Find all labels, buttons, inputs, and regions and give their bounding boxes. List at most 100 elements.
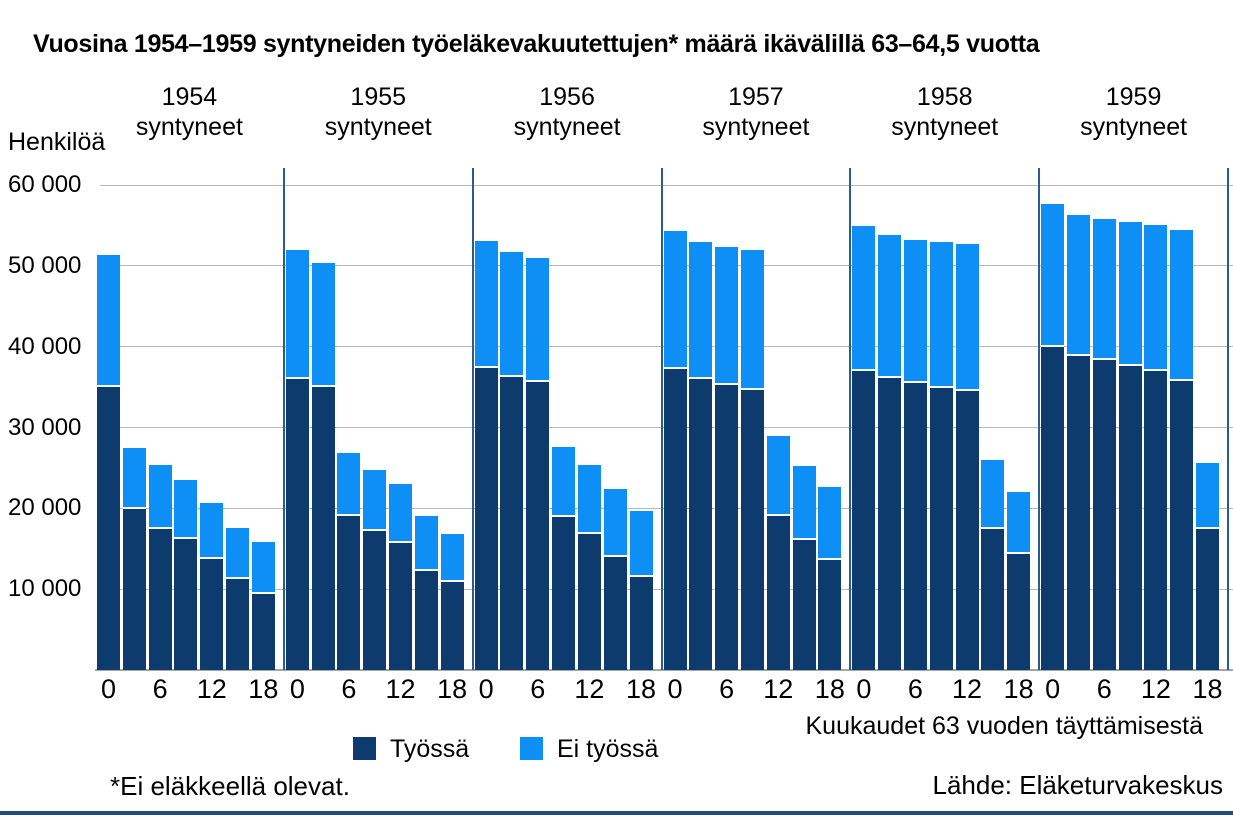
bar-segment-ei-tyossa — [552, 446, 576, 518]
bar-segment-ei-tyossa — [1144, 224, 1168, 371]
x-tick-label: 0 — [478, 674, 494, 704]
bar-segment-ei-tyossa — [929, 242, 953, 388]
bar-segment-tyossa — [122, 509, 146, 670]
bar-segment-ei-tyossa — [903, 239, 927, 384]
bar-segment-ei-tyossa — [818, 487, 842, 561]
bar-segment-ei-tyossa — [526, 257, 550, 383]
legend-swatch-tyossa — [353, 737, 376, 760]
bar-segment-ei-tyossa — [1092, 218, 1116, 361]
panel-header-1954: 1954 syntyneet — [95, 82, 284, 142]
bar-segment-tyossa — [1118, 366, 1142, 670]
bar-segment-tyossa — [148, 528, 172, 670]
x-tick-label: 0 — [100, 674, 117, 704]
bar-segment-tyossa — [474, 368, 498, 670]
x-tick-label: 18 — [814, 674, 845, 704]
x-tick-label: 6 — [907, 674, 923, 704]
bar-segment-ei-tyossa — [766, 435, 790, 516]
bar-segment-tyossa — [663, 369, 687, 670]
bar-segment-ei-tyossa — [97, 255, 120, 388]
bar-segment-ei-tyossa — [440, 534, 464, 582]
bar-segment-ei-tyossa — [689, 242, 713, 379]
bar-segment-tyossa — [1092, 360, 1116, 670]
bar-segment-tyossa — [878, 378, 902, 670]
x-tick-label: 6 — [341, 674, 357, 704]
bar-segment-ei-tyossa — [663, 231, 687, 370]
bar-segment-tyossa — [577, 534, 601, 670]
bar-segment-ei-tyossa — [174, 480, 198, 540]
x-tick-label: 0 — [1045, 674, 1061, 704]
bar-segment-tyossa — [337, 516, 361, 670]
x-tick-label: 18 — [1192, 674, 1223, 704]
panel-header-1955: 1955 syntyneet — [284, 82, 473, 142]
panel-separator — [282, 168, 285, 670]
bar-segment-tyossa — [1041, 347, 1065, 670]
gridline — [100, 184, 1233, 186]
legend-swatch-ei-tyossa — [520, 737, 543, 760]
bar-segment-tyossa — [981, 528, 1005, 670]
x-tick-label: 12 — [574, 674, 605, 704]
bar-segment-tyossa — [526, 382, 550, 670]
panel-separator — [849, 168, 852, 670]
y-tick-label: 10 000 — [8, 575, 82, 603]
bar-segment-ei-tyossa — [500, 252, 524, 377]
legend-label-ei-tyossa: Ei työssä — [557, 735, 659, 763]
bar-segment-tyossa — [251, 594, 275, 670]
x-tick-label: 12 — [1140, 674, 1171, 704]
bar-segment-tyossa — [1066, 355, 1090, 670]
panel-header-year: 1955 — [350, 83, 407, 111]
panel-header-1958: 1958 syntyneet — [850, 82, 1039, 142]
panel-header-1956: 1956 syntyneet — [473, 82, 662, 142]
panel-header-subtitle: syntyneet — [702, 113, 810, 141]
bar-segment-ei-tyossa — [603, 488, 627, 557]
bar-segment-tyossa — [740, 390, 764, 670]
panel-header-subtitle: syntyneet — [513, 113, 621, 141]
x-tick-label: 6 — [1096, 674, 1112, 704]
bottom-border-line — [0, 811, 1233, 815]
panel-header-year: 1954 — [161, 83, 218, 111]
bar-segment-tyossa — [414, 570, 438, 670]
panel-header-year: 1958 — [916, 83, 973, 111]
bar-segment-ei-tyossa — [955, 244, 979, 392]
panel-header-subtitle: syntyneet — [135, 113, 243, 141]
x-tick-label: 12 — [763, 674, 794, 704]
y-tick-label: 60 000 — [8, 171, 82, 198]
bar-segment-tyossa — [1196, 529, 1219, 670]
panel-header-1959: 1959 syntyneet — [1039, 82, 1228, 142]
bar-segment-tyossa — [629, 577, 653, 670]
panel-header-subtitle: syntyneet — [324, 113, 432, 141]
bar-segment-tyossa — [766, 515, 790, 670]
panel-header-1957: 1957 syntyneet — [662, 82, 851, 142]
source-credit: Lähde: Eläketurvakeskus — [932, 770, 1223, 800]
x-tick-label: 6 — [530, 674, 546, 704]
bar-segment-tyossa — [818, 560, 842, 670]
bar-segment-ei-tyossa — [1118, 222, 1142, 367]
y-tick-label: 20 000 — [8, 494, 82, 522]
bar-segment-ei-tyossa — [715, 247, 739, 386]
bar-segment-ei-tyossa — [414, 515, 438, 571]
x-tick-label: 12 — [952, 674, 983, 704]
bar-segment-ei-tyossa — [1007, 492, 1031, 555]
bar-segment-tyossa — [552, 517, 576, 670]
bar-segment-ei-tyossa — [122, 447, 146, 510]
bar-segment-tyossa — [1170, 380, 1194, 670]
bar-segment-tyossa — [955, 391, 979, 670]
bar-segment-tyossa — [500, 376, 524, 670]
panel-separator — [1038, 168, 1041, 670]
x-tick-label: 0 — [667, 674, 683, 704]
bar-segment-ei-tyossa — [1041, 204, 1065, 348]
x-tick-label: 12 — [385, 674, 416, 704]
bar-segment-tyossa — [389, 543, 413, 670]
x-axis-caption: Kuukaudet 63 vuoden täyttämisestä — [805, 712, 1204, 740]
bar-segment-ei-tyossa — [226, 527, 250, 579]
bar-segment-ei-tyossa — [740, 250, 764, 391]
panel-header-subtitle: syntyneet — [1080, 113, 1188, 141]
bar-segment-tyossa — [363, 530, 387, 670]
bar-segment-ei-tyossa — [1196, 463, 1219, 530]
bar-segment-ei-tyossa — [148, 465, 172, 529]
x-tick-label: 0 — [856, 674, 872, 704]
x-tick-label: 0 — [289, 674, 305, 704]
bar-segment-ei-tyossa — [285, 249, 309, 379]
y-tick-label: 40 000 — [8, 332, 82, 360]
bar-segment-ei-tyossa — [577, 465, 601, 535]
